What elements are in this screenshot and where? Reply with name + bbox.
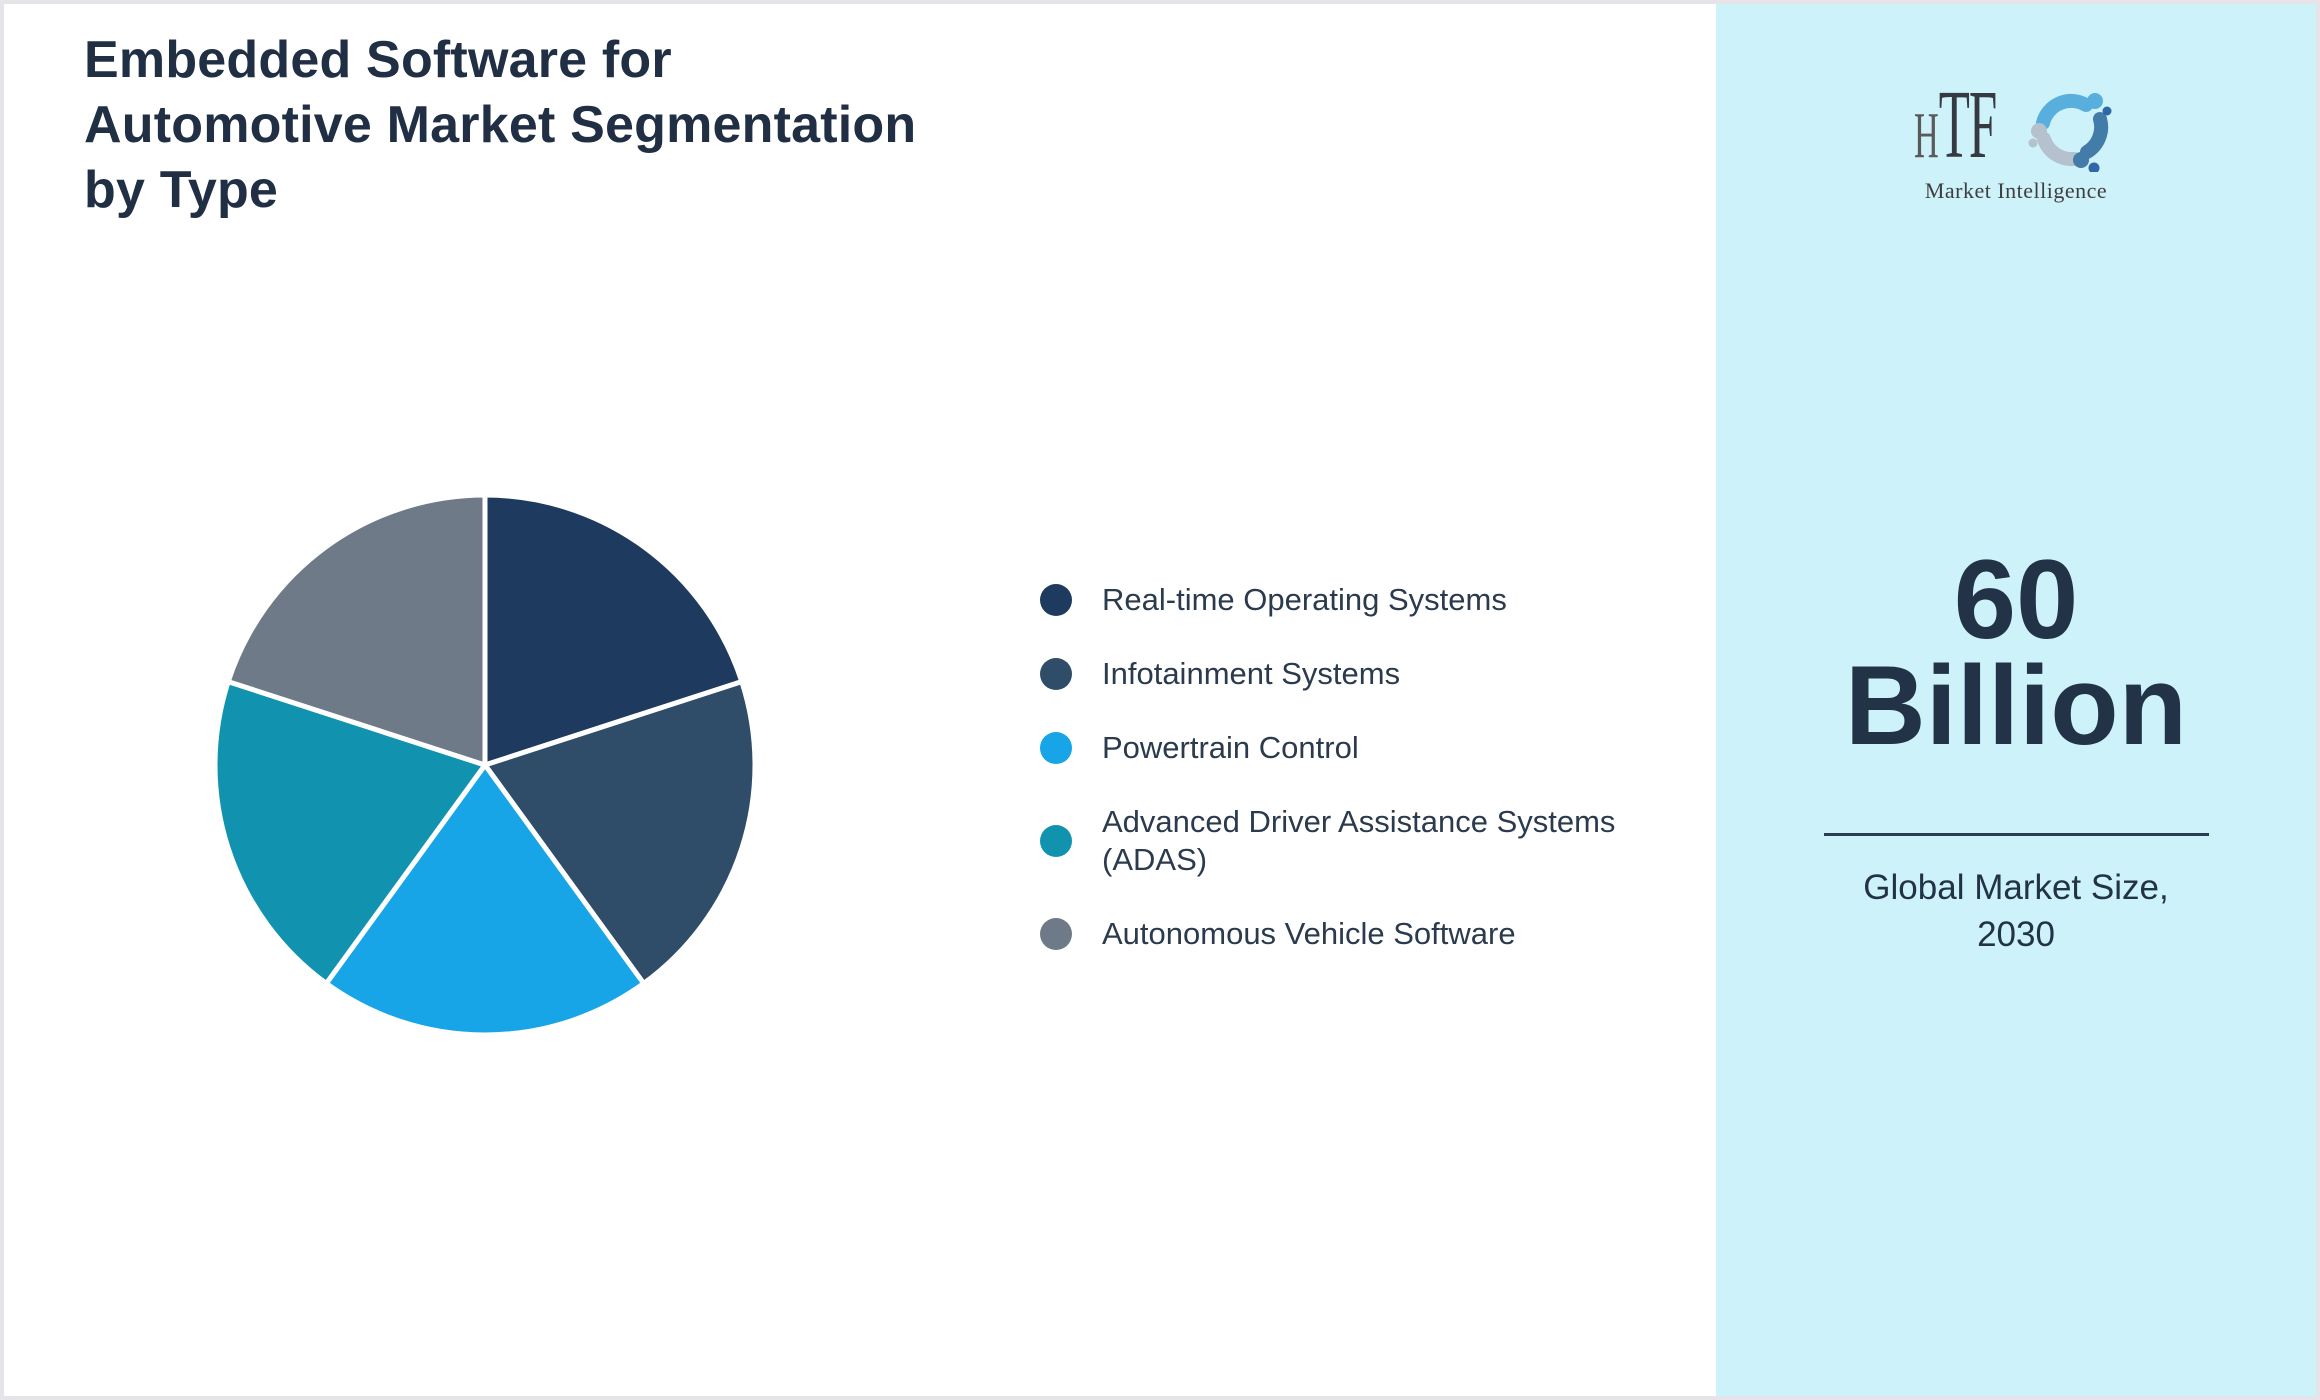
pie-chart	[212, 492, 758, 1038]
htf-logo: HTF Market Intelligence	[1716, 76, 2316, 204]
htf-logo-row: HTF	[1914, 76, 2118, 174]
page-title-line-2: Automotive Market Segmentation	[84, 96, 917, 154]
market-size-value-unit: Billion	[1844, 643, 2188, 768]
pie-slice-advanced-driver-assistance-systems-adas	[212, 679, 488, 986]
page-title-line-1: Embedded Software for	[84, 31, 672, 89]
legend-swatch	[1040, 825, 1072, 857]
legend-item: Autonomous Vehicle Software	[1040, 915, 1682, 953]
pie-slice-infotainment-systems	[482, 679, 758, 986]
legend-label: Infotainment Systems	[1102, 656, 1401, 691]
legend-swatch	[1040, 584, 1072, 616]
market-size-value: 60 Billion	[1716, 537, 2316, 768]
legend-swatch	[1040, 732, 1072, 764]
htf-logo-text: HTF	[1913, 76, 1997, 174]
htf-logo-tagline: Market Intelligence	[1924, 178, 2108, 203]
htf-logo-letter-h: H	[1913, 99, 1939, 172]
legend-item: Real-time Operating Systems	[1040, 581, 1682, 619]
pie-slice-real-time-operating-systems	[482, 492, 745, 768]
legend-item: Infotainment Systems	[1040, 655, 1682, 693]
market-size-label-line-2: 2030	[1977, 915, 2055, 954]
legend-swatch	[1040, 658, 1072, 690]
chart-legend: Real-time Operating Systems Infotainment…	[1040, 581, 1682, 953]
legend-label: Powertrain Control	[1102, 730, 1359, 765]
legend-item: Advanced Driver Assistance Systems (ADAS…	[1040, 803, 1682, 879]
market-size-label-line-1: Global Market Size,	[1863, 868, 2169, 907]
pie-chart-container	[208, 488, 762, 1042]
page-title: Embedded Software for Automotive Market …	[84, 28, 916, 223]
legend-swatch	[1040, 918, 1072, 950]
stat-divider	[1824, 833, 2209, 836]
legend-label: Autonomous Vehicle Software	[1102, 916, 1516, 951]
legend-item: Powertrain Control	[1040, 729, 1682, 767]
market-size-value-number: 60	[1953, 537, 2079, 662]
htf-logo-letters-tf: TF	[1938, 71, 1997, 179]
market-size-label: Global Market Size, 2030	[1716, 864, 2316, 958]
legend-label: Real-time Operating Systems	[1102, 582, 1507, 617]
pie-slice-autonomous-vehicle-software	[225, 492, 488, 768]
sidebar: HTF Market Intelligence 6	[1716, 4, 2316, 1396]
legend-label: Advanced Driver Assistance Systems (ADAS…	[1102, 804, 1616, 877]
pie-slice-powertrain-control	[323, 762, 647, 1038]
page-title-line-3: by Type	[84, 161, 279, 219]
htf-logo-swirl-icon	[2028, 93, 2112, 172]
